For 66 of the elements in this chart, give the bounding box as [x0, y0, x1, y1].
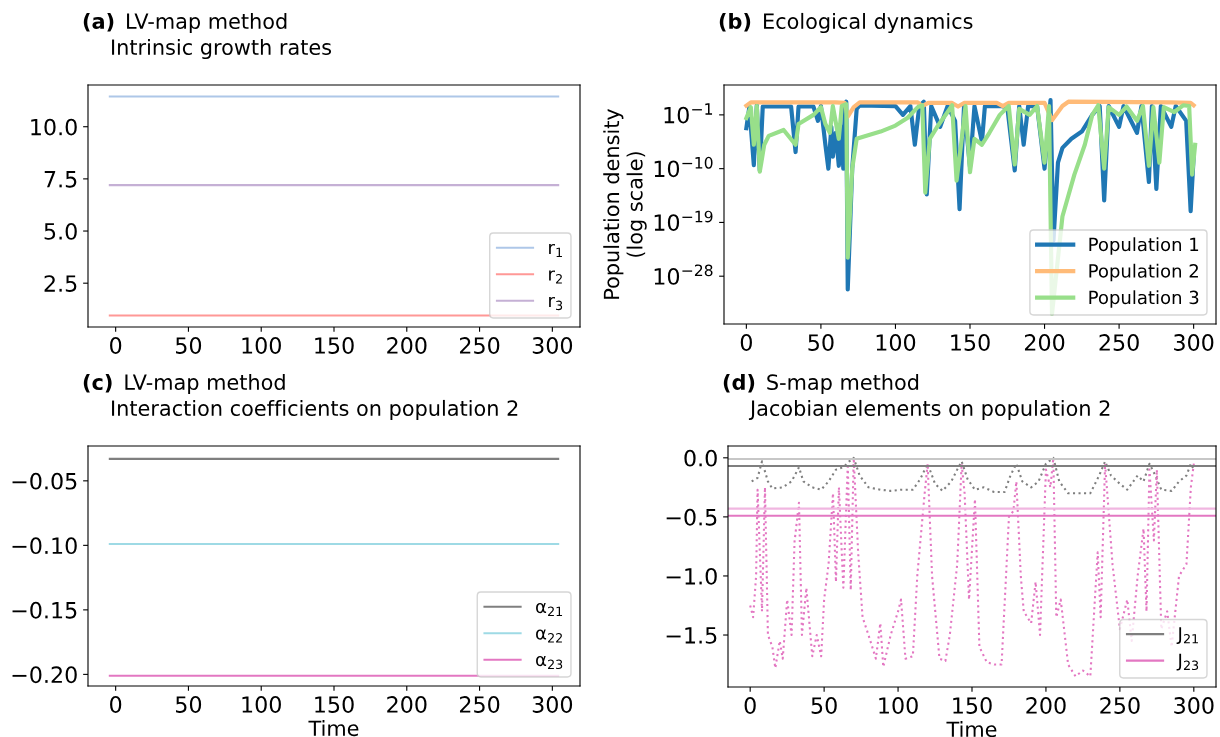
- x-tick-label: 0: [110, 337, 122, 354]
- line-series: [744, 99, 1196, 123]
- legend-label: Population 2: [1089, 263, 1198, 282]
- x-tick-label: 200: [1026, 697, 1066, 714]
- x-tick-label: 50: [176, 337, 202, 354]
- legend-label: α$_{22}$: [536, 629, 562, 643]
- y-tick-label: 10$^{−1}$: [664, 103, 713, 124]
- legend-label: J$_{23}$: [1176, 653, 1199, 671]
- x-tick-label: 300: [1174, 334, 1214, 351]
- y-tick-label: 10$^{−19}$: [654, 210, 713, 232]
- x-tick-label: 50: [176, 696, 202, 713]
- x-tick-label: 0: [744, 697, 756, 714]
- chart-title: (c) LV-map method: [83, 373, 285, 395]
- x-tick-label: 100: [876, 334, 916, 351]
- y-axis-title: Population density (log scale): [603, 108, 647, 299]
- x-tick-label: 300: [532, 337, 573, 354]
- x-tick-label: 100: [242, 337, 281, 354]
- chart-subtitle: Intrinsic growth rates: [112, 38, 332, 60]
- legend-label: Population 3: [1089, 290, 1199, 308]
- chart-subtitle: Jacobian elements on population 2: [748, 399, 1110, 421]
- legend-label: J$_{21}$: [1176, 627, 1198, 645]
- x-tick-label: 50: [808, 334, 834, 351]
- legend-label: Population 1: [1089, 237, 1199, 255]
- legend-label: r$_{2}$: [549, 270, 562, 284]
- x-tick-label: 250: [1100, 697, 1140, 714]
- chart-title: (a) LV-map method: [83, 12, 287, 34]
- y-tick-label: −0.10: [12, 537, 77, 555]
- chart-subtitle: Interaction coefficients on population 2: [112, 399, 518, 421]
- chart-title: (b) Ecological dynamics: [719, 12, 973, 34]
- x-tick-label: 150: [315, 337, 354, 354]
- legend-label: r$_{3}$: [549, 296, 563, 311]
- x-tick-label: 250: [1099, 334, 1139, 351]
- y-tick-label: 0.0: [684, 449, 717, 467]
- x-tick-label: 150: [953, 697, 992, 714]
- y-tick-label: −1.5: [666, 627, 717, 644]
- y-tick-label: 10.0: [31, 118, 77, 136]
- legend-label: r$_{1}$: [549, 243, 562, 257]
- x-tick-label: 100: [879, 697, 918, 714]
- y-tick-label: −0.15: [12, 601, 77, 619]
- y-tick-label: 5.0: [44, 222, 77, 240]
- x-tick-label: 50: [811, 697, 837, 714]
- x-tick-label: 0: [740, 334, 752, 351]
- x-tick-label: 0: [110, 696, 122, 713]
- y-tick-label: 10$^{−10}$: [654, 156, 713, 178]
- legend-label: α$_{23}$: [536, 655, 563, 670]
- y-tick-label: −1.0: [666, 567, 717, 585]
- x-tick-label: 200: [387, 696, 427, 713]
- x-tick-label: 150: [951, 334, 990, 351]
- y-tick-label: 2.5: [44, 275, 77, 292]
- x-tick-label: 150: [315, 696, 354, 713]
- y-tick-label: −0.05: [12, 472, 77, 490]
- x-tick-label: 200: [387, 337, 427, 354]
- y-tick-label: 7.5: [44, 171, 77, 188]
- x-axis-title: Time: [308, 720, 359, 737]
- y-tick-label: −0.5: [666, 508, 717, 526]
- x-tick-label: 100: [242, 696, 281, 713]
- legend-label: α$_{21}$: [536, 602, 563, 616]
- x-axis-title: Time: [946, 721, 997, 737]
- y-tick-label: 10$^{−28}$: [654, 264, 713, 285]
- x-tick-label: 250: [459, 696, 500, 713]
- y-tick-label: −0.20: [12, 666, 77, 684]
- x-tick-label: 300: [532, 696, 573, 713]
- x-tick-label: 200: [1024, 334, 1065, 351]
- x-tick-label: 250: [459, 337, 500, 354]
- chart-title: (d) S-map method: [723, 373, 919, 395]
- x-tick-label: 300: [1174, 697, 1214, 714]
